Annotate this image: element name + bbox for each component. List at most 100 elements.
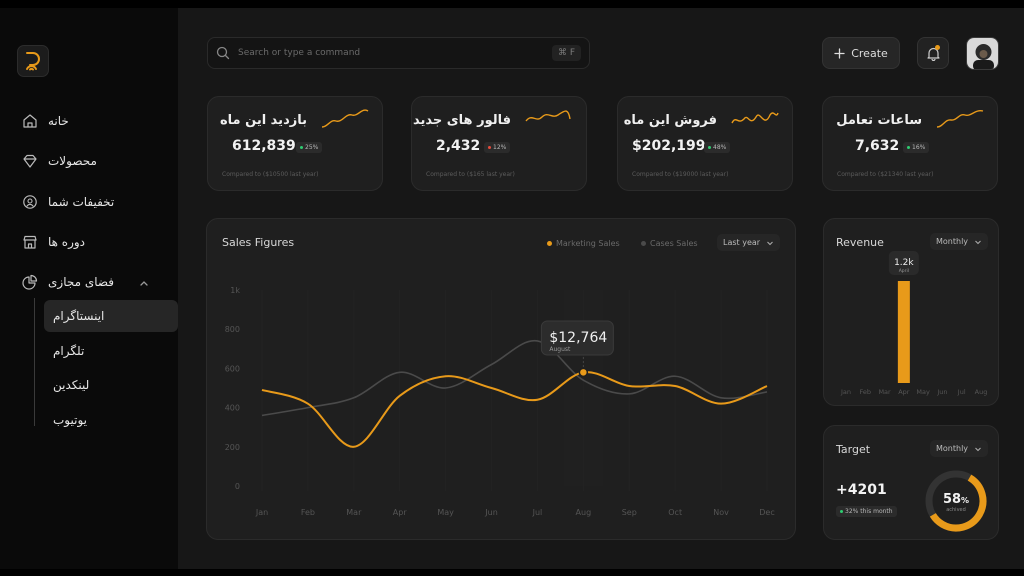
sales-figures-card: Sales Figures Marketing Sales Cases Sale… xyxy=(206,218,796,540)
chevron-down-icon xyxy=(767,241,773,245)
stat-value: 612,839 xyxy=(232,138,296,154)
search-input[interactable]: Search or type a command ⌘ F xyxy=(207,37,590,69)
avatar[interactable] xyxy=(966,37,999,70)
sparkline xyxy=(936,109,984,128)
y-tick-label: 600 xyxy=(225,364,240,373)
notifications-button[interactable] xyxy=(917,37,949,69)
x-tick-label: Mar xyxy=(878,388,891,396)
sidebar-item-label: تخفیفات شما xyxy=(48,195,115,209)
sidebar-subitem-label: اینستاگرام xyxy=(53,309,105,323)
x-tick-label: Jan xyxy=(255,508,268,517)
y-tick-label: 200 xyxy=(225,443,240,452)
x-tick-label: Nov xyxy=(713,508,729,517)
stat-compare-text: Compared to ($21340 last year) xyxy=(837,171,934,178)
tooltip-value: $12,764 xyxy=(549,330,607,346)
sidebar-item-label: محصولات xyxy=(48,154,97,168)
create-button[interactable]: Create xyxy=(822,37,900,69)
sidebar-item-label: فضای مجازی xyxy=(48,275,115,289)
y-tick-label: 1k xyxy=(230,286,240,295)
target-percent-sign: % xyxy=(961,496,970,505)
stat-compare-text: Compared to ($19000 last year) xyxy=(632,171,729,178)
store-icon xyxy=(23,235,37,249)
sidebar-subitem-label: لینکدین xyxy=(53,378,90,392)
create-button-label: Create xyxy=(851,46,888,60)
target-value: +4201 xyxy=(836,482,887,498)
sparkline xyxy=(525,110,571,122)
target-period-dropdown[interactable]: Monthly xyxy=(930,440,989,457)
revenue-title: Revenue xyxy=(836,236,884,249)
stat-value: $202,199 xyxy=(632,138,706,154)
target-percent-block: 58% achived xyxy=(924,488,988,513)
chevron-down-icon xyxy=(975,240,981,244)
target-title: Target xyxy=(836,443,871,456)
x-tick-label: May xyxy=(437,508,454,517)
sidebar-item-label: دوره ها xyxy=(48,235,86,249)
sidebar-subitem-youtube[interactable]: یوتیوب xyxy=(44,404,178,436)
sidebar-subitem-linkedin[interactable]: لینکدین xyxy=(44,369,178,401)
x-tick-label: Jun xyxy=(936,388,947,396)
y-tick-label: 800 xyxy=(225,325,240,334)
stat-value: 2,432 xyxy=(436,138,481,154)
x-tick-label: Mar xyxy=(346,508,362,517)
stat-value: 7,632 xyxy=(855,138,900,154)
sidebar-item-home[interactable]: خانه xyxy=(22,109,172,133)
y-tick-label: 400 xyxy=(225,404,240,413)
stat-card-sales: فروش این ماه $202,199 48% Compared to ($… xyxy=(617,96,793,191)
legend-cases[interactable]: Cases Sales xyxy=(641,239,698,248)
x-tick-label: Jun xyxy=(484,508,498,517)
target-ring xyxy=(925,470,987,532)
sparkline xyxy=(321,109,369,128)
stat-change-badge: 12% xyxy=(484,142,511,153)
stat-card-engagement: ساعات تعامل 7,632 16% Compared to ($2134… xyxy=(822,96,998,191)
bar-label-box xyxy=(888,251,919,275)
stat-compare-text: Compared to ($165 last year) xyxy=(426,171,515,178)
x-tick-label: Apr xyxy=(393,508,408,517)
stat-title: فالور های جدید xyxy=(412,113,511,128)
sales-chart: 0 200 400 600 800 1k Jan Feb Mar Apr May Jun Jul Aug S… xyxy=(225,286,775,517)
x-tick-label: Feb xyxy=(301,508,315,517)
sidebar-item-courses[interactable]: دوره ها xyxy=(22,230,172,254)
sidebar-item-discounts[interactable]: تخفیفات شما xyxy=(22,190,172,214)
bar-sub-label: April xyxy=(899,268,909,274)
sidebar-subitem-instagram[interactable]: اینستاگرام xyxy=(44,300,178,332)
sidebar-subitem-label: تلگرام xyxy=(53,344,85,358)
cases-sales-line xyxy=(261,340,768,417)
active-point xyxy=(578,367,589,378)
y-tick-label: 0 xyxy=(235,482,240,491)
x-tick-label: Apr xyxy=(898,388,910,396)
stat-change-badge: 48% xyxy=(704,142,731,153)
pie-chart-icon xyxy=(22,274,38,290)
x-tick-label: May xyxy=(916,388,930,396)
x-tick-label: Aug xyxy=(975,388,988,396)
stat-compare-text: Compared to ($10500 last year) xyxy=(222,171,319,178)
target-card: Target Monthly +4201 32% this month 58% … xyxy=(823,425,999,540)
revenue-period-dropdown[interactable]: Monthly xyxy=(930,233,989,250)
sidebar-item-label: خانه xyxy=(48,114,69,128)
x-tick-label: Jan xyxy=(840,388,851,396)
search-icon xyxy=(216,46,230,60)
x-tick-label: Aug xyxy=(576,508,592,517)
chevron-down-icon xyxy=(975,447,981,451)
sidebar-item-products[interactable]: محصولات xyxy=(22,149,172,173)
revenue-card: Revenue Monthly Jan Feb Mar Apr 1.2k April May… xyxy=(823,218,999,406)
logo[interactable] xyxy=(17,45,49,77)
legend-marketing[interactable]: Marketing Sales xyxy=(547,239,620,248)
x-tick-label: Oct xyxy=(668,508,682,517)
x-tick-label: Feb xyxy=(860,388,872,396)
tooltip-label: August xyxy=(549,346,571,353)
sparkline xyxy=(731,112,779,124)
period-dropdown[interactable]: Last year xyxy=(717,234,781,251)
discount-icon xyxy=(23,195,37,209)
stat-title: ساعات تعامل xyxy=(836,113,922,128)
chevron-up-icon[interactable] xyxy=(138,277,150,289)
revenue-bar xyxy=(897,281,910,383)
sidebar-item-social[interactable]: فضای مجازی xyxy=(22,270,172,294)
sidebar-subitem-telegram[interactable]: تلگرام xyxy=(44,335,178,367)
notification-dot xyxy=(935,45,940,50)
x-tick-label: Jul xyxy=(532,508,543,517)
stat-change-badge: 25% xyxy=(296,142,323,153)
stat-card-visits: بازدید این ماه 612,839 25% Compared to (… xyxy=(207,96,383,191)
sidebar-subitem-label: یوتیوب xyxy=(53,413,87,427)
target-percent-label: achived xyxy=(946,507,966,513)
avatar-image xyxy=(967,38,998,69)
